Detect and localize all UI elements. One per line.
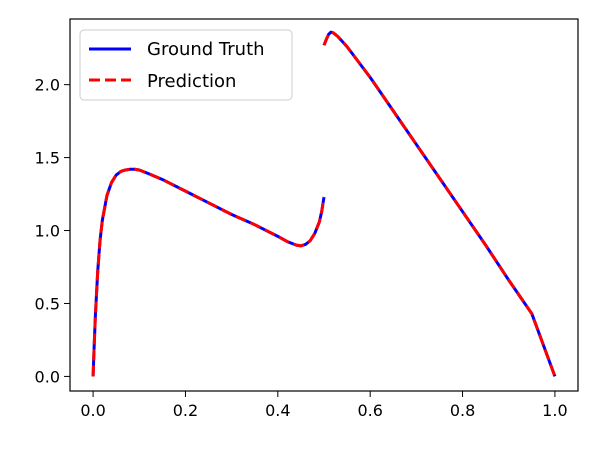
x-tick-label: 0.0 xyxy=(80,401,105,420)
x-tick-label: 1.0 xyxy=(542,401,567,420)
legend: Ground Truth Prediction xyxy=(79,29,293,101)
x-tick-label: 0.4 xyxy=(265,401,290,420)
series-line-prediction-segment-1 xyxy=(91,167,326,377)
y-tick-label: 0.0 xyxy=(35,367,60,386)
legend-label-ground-truth: Ground Truth xyxy=(147,39,265,60)
y-axis: 0.0 0.5 1.0 1.5 2.0 xyxy=(35,76,70,386)
x-axis: 0.0 0.2 0.4 0.6 0.8 1.0 xyxy=(80,391,568,420)
legend-label-prediction: Prediction xyxy=(147,71,236,92)
x-tick-label: 0.6 xyxy=(357,401,382,420)
y-tick-label: 1.5 xyxy=(35,149,60,168)
x-tick-label: 0.8 xyxy=(450,401,475,420)
x-tick-label: 0.2 xyxy=(173,401,198,420)
plot-frame xyxy=(69,18,579,392)
legend-box xyxy=(79,29,293,101)
y-tick-label: 1.0 xyxy=(35,222,60,241)
y-tick-label: 2.0 xyxy=(35,76,60,95)
series-layer xyxy=(91,30,557,377)
series-line-ground-truth-segment-2 xyxy=(322,30,557,377)
y-tick-label: 0.5 xyxy=(35,294,60,313)
